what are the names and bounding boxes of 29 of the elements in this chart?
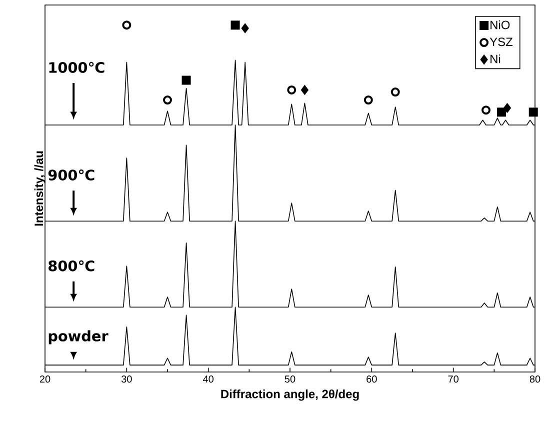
x-tick-label: 30 [121, 376, 132, 383]
x-tick-label: 50 [284, 376, 296, 383]
legend-label: NiO [490, 20, 510, 30]
series-label: 1000℃ [49, 62, 104, 73]
point [497, 108, 506, 117]
point [182, 76, 191, 85]
point [482, 106, 490, 115]
point [287, 85, 296, 94]
y-axis-title: Intensity, //au [34, 151, 46, 226]
point [241, 24, 249, 33]
x-tick-label: 20 [40, 376, 50, 383]
point [122, 20, 132, 30]
point [528, 108, 538, 117]
x-tick-label: 80 [530, 376, 540, 383]
text: 800℃ [48, 260, 94, 272]
x-tick-label: 70 [448, 376, 459, 383]
x-axis-title: Diffraction angle, 2θ/deg [221, 389, 359, 401]
point [504, 104, 511, 113]
point [230, 20, 240, 30]
point [163, 96, 172, 105]
point [364, 96, 373, 105]
series-label: powder [48, 330, 108, 344]
legend-label: Ni [490, 54, 500, 64]
x-tick-label: 40 [203, 376, 214, 383]
point [301, 85, 308, 94]
point [390, 88, 400, 97]
x-tick-label: 60 [366, 376, 377, 383]
legend-label: YSZ [490, 38, 513, 46]
text: 900℃ [48, 169, 94, 180]
